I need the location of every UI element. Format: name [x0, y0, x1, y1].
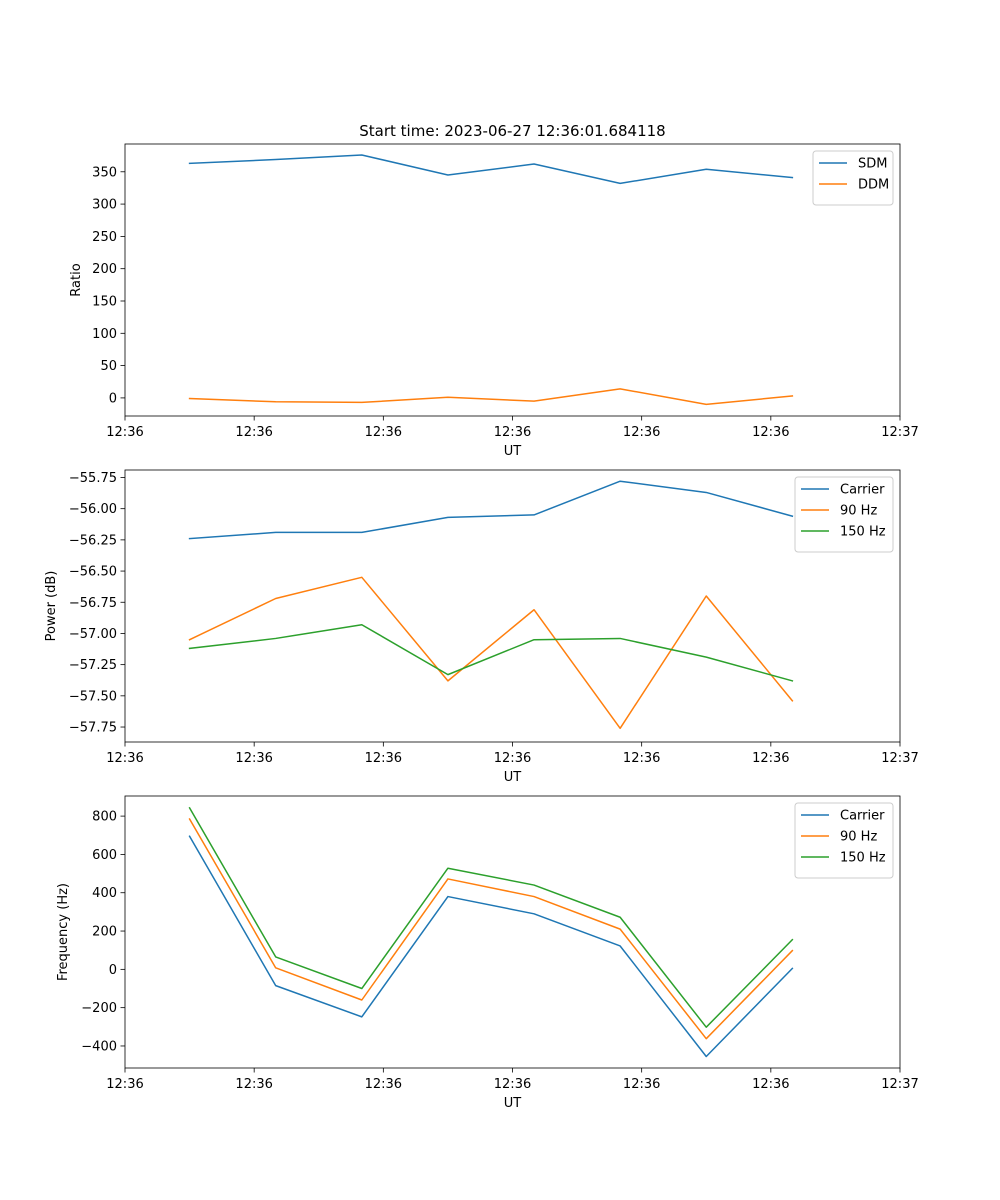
- y-tick-label: 150: [92, 294, 117, 309]
- y-tick-label: 600: [92, 848, 117, 863]
- x-axis-label: UT: [504, 1096, 522, 1111]
- series-line-sdm: [188, 154, 794, 185]
- x-axis-label: UT: [504, 444, 522, 459]
- y-tick-label: −57.50: [69, 689, 117, 704]
- x-tick-label: 12:37: [881, 1077, 918, 1092]
- y-tick-label: 300: [92, 198, 117, 213]
- y-axis-label: Ratio: [69, 263, 84, 296]
- y-axis-label: Power (dB): [44, 571, 59, 642]
- x-tick-label: 12:36: [623, 1077, 660, 1092]
- x-tick-label: 12:36: [365, 751, 402, 766]
- y-tick-label: −56.50: [69, 565, 117, 580]
- x-tick-label: 12:36: [235, 1077, 272, 1092]
- axes-frame: [124, 143, 901, 417]
- y-tick-label: 800: [92, 810, 117, 825]
- y-tick-label: 350: [92, 165, 117, 180]
- y-tick-label: −200: [81, 1001, 117, 1016]
- legend-label: DDM: [858, 178, 889, 193]
- x-tick-label: 12:36: [106, 751, 143, 766]
- y-axis-label: Frequency (Hz): [56, 883, 71, 981]
- series-line-carrier: [188, 480, 794, 540]
- x-tick-label: 12:36: [365, 1077, 402, 1092]
- legend-box: [812, 150, 894, 206]
- legend-label: Carrier: [840, 483, 885, 498]
- x-tick-label: 12:36: [235, 425, 272, 440]
- legend-label: 90 Hz: [840, 504, 877, 519]
- legend-label: 150 Hz: [840, 851, 886, 866]
- chart-title: Start time: 2023-06-27 12:36:01.684118: [359, 122, 665, 140]
- y-tick-label: 200: [92, 925, 117, 940]
- x-tick-label: 12:36: [494, 1077, 531, 1092]
- x-tick-label: 12:36: [752, 1077, 789, 1092]
- x-tick-label: 12:37: [881, 425, 918, 440]
- x-tick-label: 12:36: [623, 425, 660, 440]
- y-tick-label: 0: [109, 391, 117, 406]
- y-tick-label: 100: [92, 327, 117, 342]
- series-line-ddm: [188, 388, 794, 406]
- y-tick-label: −56.00: [69, 502, 117, 517]
- x-axis-label: UT: [504, 770, 522, 785]
- series-line-150-hz: [188, 806, 794, 1028]
- legend-box: [794, 802, 894, 879]
- x-tick-label: 12:36: [365, 425, 402, 440]
- x-tick-label: 12:36: [235, 751, 272, 766]
- y-tick-label: 0: [109, 963, 117, 978]
- legend-label: 90 Hz: [840, 830, 877, 845]
- legend-label: Carrier: [840, 809, 885, 824]
- x-tick-label: 12:36: [752, 751, 789, 766]
- y-tick-label: −55.75: [69, 471, 117, 486]
- y-tick-label: −57.75: [69, 721, 117, 736]
- axes-frame: [124, 469, 901, 743]
- x-tick-label: 12:36: [494, 751, 531, 766]
- x-tick-label: 12:36: [494, 425, 531, 440]
- subplot-2: 12:36 12:36 12:36 12:36 12:36 12:36 12:37 −57.7…: [44, 469, 919, 785]
- series-line-carrier: [188, 835, 794, 1058]
- series-line-90-hz: [188, 576, 794, 730]
- legend-label: 150 Hz: [840, 525, 886, 540]
- y-tick-label: 250: [92, 230, 117, 245]
- y-tick-label: −56.75: [69, 596, 117, 611]
- x-tick-label: 12:36: [752, 425, 789, 440]
- y-tick-label: 200: [92, 262, 117, 277]
- legend-label: SDM: [858, 157, 887, 172]
- y-tick-label: −57.25: [69, 658, 117, 673]
- x-tick-label: 12:36: [106, 1077, 143, 1092]
- y-tick-label: −400: [81, 1039, 117, 1054]
- y-tick-label: −56.25: [69, 533, 117, 548]
- series-line-150-hz: [188, 623, 794, 682]
- axes-frame: [124, 795, 901, 1069]
- legend-box: [794, 476, 894, 553]
- x-tick-label: 12:36: [623, 751, 660, 766]
- y-tick-label: 400: [92, 886, 117, 901]
- legend: Carrier 90 Hz 150 Hz: [794, 476, 894, 553]
- y-tick-label: 50: [100, 359, 117, 374]
- series-line-90-hz: [188, 817, 794, 1040]
- x-tick-label: 12:37: [881, 751, 918, 766]
- subplot-1: Start time: 2023-06-27 12:36:01.684118 12…: [69, 122, 919, 459]
- y-tick-label: −57.00: [69, 627, 117, 642]
- legend: Carrier 90 Hz 150 Hz: [794, 802, 894, 879]
- subplot-3: 12:36 12:36 12:36 12:36 12:36 12:36 12:37 −400 −…: [56, 795, 919, 1111]
- x-tick-label: 12:36: [106, 425, 143, 440]
- legend: SDM DDM: [812, 150, 894, 206]
